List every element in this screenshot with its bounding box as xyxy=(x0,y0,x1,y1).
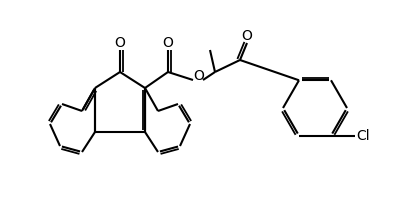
Text: O: O xyxy=(114,36,125,50)
Text: O: O xyxy=(242,29,252,43)
Text: O: O xyxy=(194,69,204,83)
Text: O: O xyxy=(163,36,173,50)
Text: Cl: Cl xyxy=(356,129,370,143)
